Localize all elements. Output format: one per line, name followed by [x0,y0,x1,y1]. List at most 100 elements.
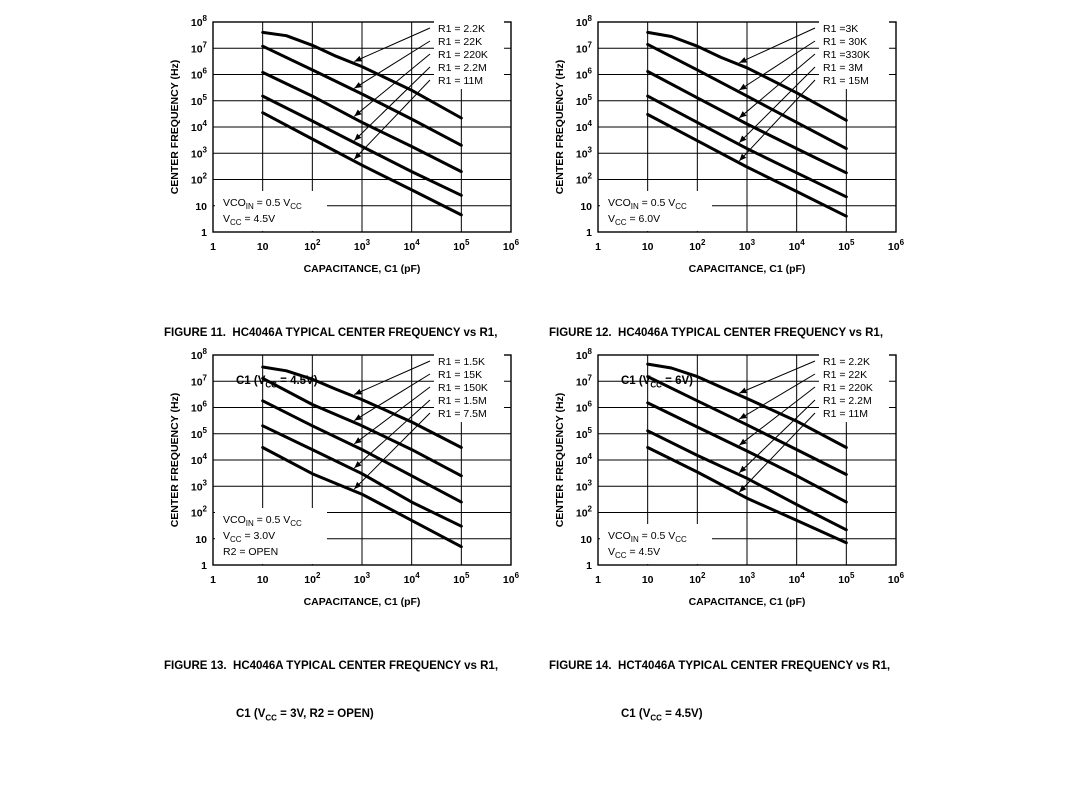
leader-line [353,66,431,141]
note-box [600,191,712,231]
tick-exponent: 6 [203,400,208,409]
tick-exponent: 5 [588,93,593,102]
tick-exponent: 4 [415,571,420,580]
y-tick-label: 1 [586,227,592,239]
tick-base: 10 [642,241,654,253]
plot-frame [212,21,512,233]
x-axis-label: CAPACITANCE, C1 (pF) [304,263,421,275]
legend-label: R1 = 15M [823,75,869,87]
series-line [646,362,848,449]
leader-arrowhead [739,111,747,118]
x-tick-label: 103 [739,571,756,586]
x-axis-label: CAPACITANCE, C1 (pF) [304,596,421,608]
figure-14-chart: 1 10 102 103 104 105 1061101021031041051061071… [554,347,905,608]
leader-line [738,53,816,119]
y-tick-label: 102 [191,172,208,187]
y-tick-label: 104 [191,119,208,134]
tick-exponent: 8 [588,347,593,356]
figure-number: FIGURE 11. [164,327,226,339]
leader-arrowhead [739,83,747,91]
tick-base: 10 [789,241,801,253]
figure-12-panel: 1 10 102 103 104 105 106 1 10 102 103 104 105 106 107 1… [535,12,1055,389]
x-tick-label: 1 [595,241,601,253]
tick-base: 10 [195,201,207,213]
tick-base: 10 [257,241,269,253]
tick-base: 10 [191,70,203,82]
series-line [646,70,848,175]
tick-exponent: 5 [465,238,470,247]
subscript: IN [246,202,254,211]
plot-frame [597,354,897,566]
series-line [261,111,463,217]
plot-frame [597,21,897,233]
y-tick-label: 108 [191,14,208,29]
legend-label: R1 = 1.5K [438,356,485,368]
x-tick-label: 103 [354,238,371,253]
tick-base: 10 [576,122,588,134]
text-run: V [608,213,615,225]
tick-exponent: 5 [850,571,855,580]
tick-base: 10 [304,241,316,253]
subscript: CC [675,535,687,544]
note-box [215,508,327,564]
y-tick-label: 102 [576,505,593,520]
leader-arrowhead [354,133,362,141]
tick-exponent: 3 [588,145,593,154]
text-run: VCO [223,514,246,526]
series-line [261,70,463,174]
caption-sub: CC [265,713,277,723]
x-tick-label: 10 [642,241,654,253]
tick-base: 10 [576,17,588,29]
figure-11-caption: FIGURE 11. HC4046A TYPICAL CENTER FREQUE… [164,293,497,425]
tick-exponent: 8 [588,14,593,23]
x-tick-label: 102 [689,238,706,253]
tick-base: 10 [191,17,203,29]
x-tick-label: 102 [304,238,321,253]
tick-base: 10 [739,574,751,586]
legend-label: R1 = 2.2M [823,395,872,407]
y-tick-label: 103 [576,145,593,160]
tick-base: 10 [580,201,592,213]
leader-arrowhead [739,57,747,63]
note-box [215,191,327,231]
figure-number: FIGURE 13. [164,660,227,672]
tick-exponent: 2 [701,238,706,247]
x-tick-label: 106 [888,238,905,253]
leader-line [739,386,816,446]
text-run: V [608,546,615,558]
legend-label: R1 = 22K [823,369,867,381]
tick-base: 1 [595,241,601,253]
y-tick-label: 108 [576,14,593,29]
subscript: CC [230,535,242,544]
tick-base: 10 [404,574,416,586]
y-tick-label: 104 [576,119,593,134]
x-tick-label: 105 [838,238,855,253]
legend-label: R1 = 30K [823,36,867,48]
y-tick-label: 106 [191,67,208,82]
leader-arrowhead [739,412,747,419]
tick-base: 10 [191,429,203,441]
legend-label: R1 =3K [823,23,858,35]
y-tick-label: 107 [191,40,208,55]
subscript: CC [290,202,302,211]
leader-arrowhead [739,153,747,161]
leader-arrowhead [354,437,362,444]
text-run: V [223,530,230,542]
text-run: VCO [608,530,631,542]
tick-exponent: 3 [366,571,371,580]
tick-base: 10 [576,96,588,108]
tick-base: 10 [191,403,203,415]
tick-base: 10 [354,574,366,586]
tick-exponent: 3 [203,145,208,154]
tick-exponent: 6 [515,238,520,247]
text-run: = 4.5V [627,546,661,558]
y-tick-label: 10 [195,201,207,213]
text-run: = 0.5 V [639,530,675,542]
y-tick-label: 105 [191,426,208,441]
series-line [646,42,848,151]
x-tick-label: 104 [789,238,806,253]
leader-arrowhead [739,465,747,473]
leader-line [738,66,816,143]
series-line [646,446,848,545]
x-tick-label: 1 [210,574,216,586]
